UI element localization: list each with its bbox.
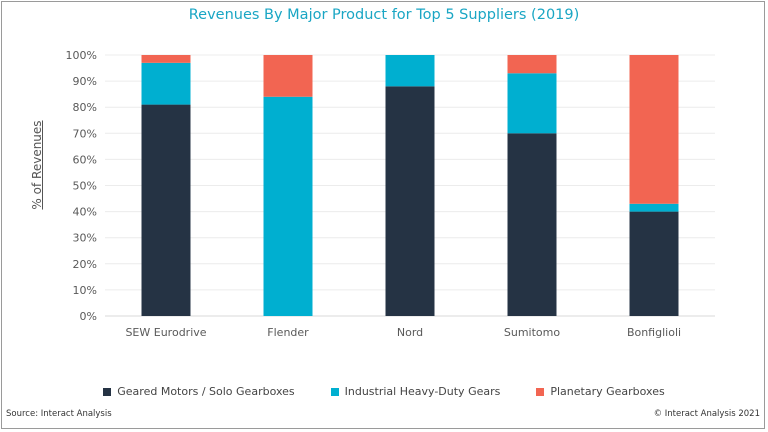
y-tick-label: 50% bbox=[73, 180, 97, 193]
legend-label: Industrial Heavy-Duty Gears bbox=[344, 385, 501, 398]
y-tick-label: 40% bbox=[73, 206, 97, 219]
bar-segment bbox=[141, 104, 191, 316]
y-tick-label: 80% bbox=[73, 101, 97, 114]
legend-item: Planetary Gearboxes bbox=[536, 385, 665, 398]
bar-segment bbox=[629, 55, 679, 204]
y-tick-label: 100% bbox=[66, 49, 97, 62]
y-tick-label: 10% bbox=[73, 284, 97, 297]
y-tick-label: 60% bbox=[73, 153, 97, 166]
bar-segment bbox=[141, 62, 191, 105]
legend: Geared Motors / Solo Gearboxes Industrial… bbox=[0, 385, 768, 398]
y-tick-label: 90% bbox=[73, 75, 97, 88]
x-tick-label: Sumitomo bbox=[504, 326, 560, 339]
bar-segment bbox=[385, 55, 435, 87]
legend-label: Geared Motors / Solo Gearboxes bbox=[117, 385, 295, 398]
legend-swatch bbox=[330, 387, 339, 396]
bar-segment bbox=[507, 73, 557, 134]
legend-swatch bbox=[103, 387, 112, 396]
x-tick-label: Bonfiglioli bbox=[627, 326, 681, 339]
bar-segment bbox=[263, 96, 313, 316]
copyright-note: © Interact Analysis 2021 bbox=[653, 409, 760, 419]
bar-segment bbox=[629, 211, 679, 316]
legend-item: Geared Motors / Solo Gearboxes bbox=[103, 385, 295, 398]
y-tick-label: 30% bbox=[73, 232, 97, 245]
x-tick-label: Nord bbox=[397, 326, 423, 339]
legend-item: Industrial Heavy-Duty Gears bbox=[330, 385, 501, 398]
y-tick-label: 0% bbox=[80, 310, 97, 323]
bar-segment bbox=[263, 55, 313, 97]
legend-label: Planetary Gearboxes bbox=[550, 385, 665, 398]
source-note: Source: Interact Analysis bbox=[6, 409, 112, 419]
chart-title: Revenues By Major Product for Top 5 Supp… bbox=[188, 7, 580, 23]
x-tick-label: SEW Eurodrive bbox=[125, 326, 206, 339]
bar-segment bbox=[141, 55, 191, 63]
legend-swatch bbox=[536, 387, 545, 396]
y-tick-label: 70% bbox=[73, 127, 97, 140]
bar-segment bbox=[385, 86, 435, 316]
x-tick-label: Flender bbox=[267, 326, 309, 339]
bar-segment bbox=[629, 203, 679, 212]
bar-segment bbox=[507, 133, 557, 316]
bar-segment bbox=[507, 55, 557, 74]
y-tick-label: 20% bbox=[73, 258, 97, 271]
